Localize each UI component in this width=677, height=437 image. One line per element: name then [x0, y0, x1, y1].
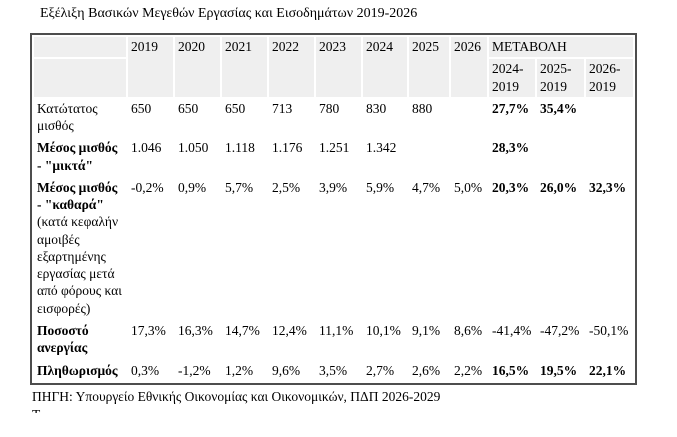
row-label-note: (κατά κεφαλήν αμοιβές εξαρτημένης εργασί…: [37, 214, 122, 316]
table-cell: [409, 138, 449, 176]
change-cell: 32,3%: [589, 179, 627, 195]
table-cell: 10,1%: [366, 322, 401, 338]
row-label: Πληθωρισμός: [37, 362, 118, 378]
table-cell: 0,9%: [178, 179, 207, 195]
table-row-unemployment-rate: Ποσοστό ανεργίας 17,3% 16,3% 14,7% 12,4%…: [34, 321, 633, 359]
table-cell: 1.176: [272, 140, 303, 156]
table-cell: 2,7%: [366, 362, 395, 378]
table-cell: 17,3%: [131, 322, 166, 338]
change-cell: 28,3%: [492, 140, 530, 156]
table-cell: [451, 138, 487, 176]
table-cell: 1.046: [131, 140, 162, 156]
table-cell: 1,2%: [225, 362, 254, 378]
table-cell: [451, 99, 487, 137]
table-cell: 830: [366, 100, 387, 116]
header-row-years: 2019 2020 2021 2022 2023 2024 2025 2026 …: [34, 37, 633, 97]
labor-income-table: 2019 2020 2021 2022 2023 2024 2025 2026 …: [30, 33, 637, 385]
table-cell: 9,6%: [272, 362, 301, 378]
change-cell: 26,0%: [540, 179, 578, 195]
table-cell: 2,6%: [412, 362, 441, 378]
table-cell: 8,6%: [454, 322, 483, 338]
table-cell: 1.251: [319, 140, 350, 156]
table-cell: 1.118: [225, 140, 255, 156]
table-cell: 5,7%: [225, 179, 254, 195]
table-cell: 3,5%: [319, 362, 348, 378]
year-header: 2019: [128, 37, 173, 97]
year-header: 2026: [451, 37, 487, 97]
table-cell: 14,7%: [225, 322, 260, 338]
year-header: 2021: [222, 37, 267, 97]
clipped-bottom-line: Τ: [32, 407, 677, 413]
change-cell: 22,1%: [589, 362, 627, 378]
table-row-average-wage-gross: Μέσος μισθός - "μικτά" 1.046 1.050 1.118…: [34, 138, 633, 176]
table-row-inflation: Πληθωρισμός 0,3% -1,2% 1,2% 9,6% 3,5% 2,…: [34, 361, 633, 381]
table-cell: 11,1%: [319, 322, 354, 338]
table-cell: 2,2%: [454, 362, 483, 378]
change-subheader: 2024- 2019: [489, 59, 535, 97]
table-cell: 1.342: [366, 140, 397, 156]
source-line: ΠΗΓΗ: Υπουργείο Εθνικής Οικονομίας και Ο…: [32, 388, 441, 404]
change-cell: 20,3%: [492, 179, 530, 195]
change-subheader: 2025- 2019: [537, 59, 584, 97]
table-row-minimum-wage: Κατώτατος μισθός 650 650 650 713 780 830…: [34, 99, 633, 137]
table-cell: 5,0%: [454, 179, 483, 195]
change-cell: 27,7%: [492, 100, 530, 116]
change-subheader: 2026- 2019: [586, 59, 633, 97]
row-label: Ποσοστό ανεργίας: [37, 322, 89, 356]
year-header: 2024: [363, 37, 407, 97]
change-cell: [586, 99, 633, 137]
change-cell: [586, 138, 633, 176]
table-cell: 2,5%: [272, 179, 301, 195]
row-label: Μέσος μισθός - "μικτά": [37, 140, 118, 173]
table-cell: 880: [412, 100, 433, 116]
table-cell: 713: [272, 100, 293, 116]
year-header: 2020: [175, 37, 220, 97]
header-row-change-periods: 2024- 2019 2025- 2019 2026- 2019: [34, 59, 633, 97]
table-cell: 4,7%: [412, 179, 441, 195]
table-title: Εξέλιξη Βασικών Μεγεθών Εργασίας και Εισ…: [40, 6, 418, 21]
table-cell: 650: [225, 100, 246, 116]
row-label: Μέσος μισθός - "καθαρά" (κατά κεφαλήν αμ…: [34, 178, 126, 319]
row-label-main: Μέσος μισθός - "καθαρά": [37, 179, 118, 213]
year-header: 2023: [316, 37, 361, 97]
table-cell: 12,4%: [272, 322, 307, 338]
change-cell: -50,1%: [589, 322, 629, 338]
table-cell: -1,2%: [178, 362, 211, 378]
corner-cell: [34, 59, 126, 97]
change-cell: -41,4%: [492, 322, 532, 338]
corner-cell: [34, 37, 126, 58]
table-cell: 0,3%: [131, 362, 160, 378]
row-label: Κατώτατος μισθός: [37, 100, 98, 134]
table-cell: 650: [178, 100, 199, 116]
table-cell: 16,3%: [178, 322, 213, 338]
change-cell: [537, 138, 584, 176]
change-header: ΜΕΤΑΒΟΛΗ: [489, 37, 633, 58]
change-cell: 19,5%: [540, 362, 578, 378]
year-header: 2025: [409, 37, 449, 97]
table-cell: 1.050: [178, 140, 209, 156]
table-cell: 650: [131, 100, 152, 116]
table-cell: 5,9%: [366, 179, 395, 195]
change-cell: -47,2%: [540, 322, 580, 338]
year-header: 2022: [269, 37, 314, 97]
table-cell: -0,2%: [131, 179, 164, 195]
table-cell: 3,9%: [319, 179, 348, 195]
change-cell: 35,4%: [540, 100, 578, 116]
table-cell: 9,1%: [412, 322, 441, 338]
table-row-average-wage-net: Μέσος μισθός - "καθαρά" (κατά κεφαλήν αμ…: [34, 178, 633, 319]
change-cell: 16,5%: [492, 362, 530, 378]
table-cell: 780: [319, 100, 340, 116]
